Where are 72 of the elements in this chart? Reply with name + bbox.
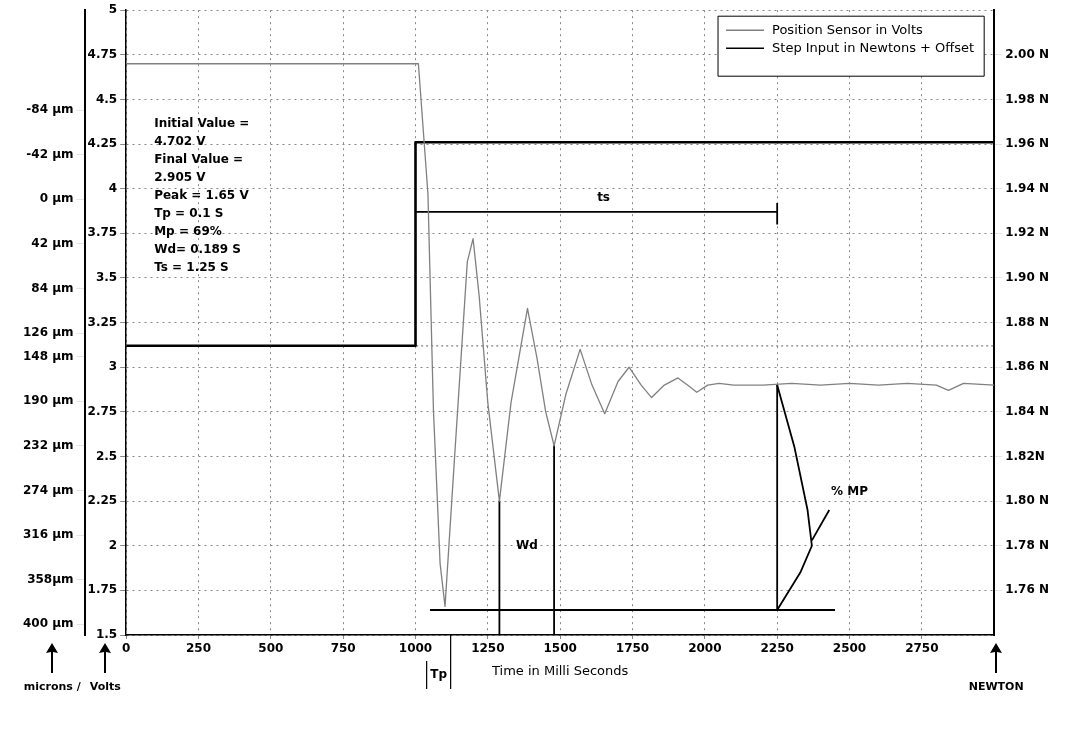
y2-tick-label: 1.90 N bbox=[1005, 270, 1049, 285]
y3-tick-label: 232 µm bbox=[23, 437, 74, 452]
y3-tick-label: 400 µm bbox=[23, 616, 74, 631]
annotation: ts bbox=[597, 189, 611, 204]
y3-tick-label: 0 µm bbox=[39, 191, 74, 206]
y2-tick-label: 2.00 N bbox=[1005, 46, 1049, 61]
y2-tick-label: 1.98 N bbox=[1005, 91, 1049, 106]
annotation: Initial Value = bbox=[154, 115, 250, 130]
annotation: Wd bbox=[515, 537, 538, 552]
y2-axis-title: NEWTON bbox=[968, 679, 1024, 693]
x-tick-label: 1750 bbox=[615, 641, 650, 656]
y2-tick-label: 1.92 N bbox=[1005, 225, 1049, 240]
x-tick-label: 500 bbox=[258, 641, 284, 656]
y-tick-label: 2.5 bbox=[95, 448, 118, 463]
x-tick-label: 2750 bbox=[905, 641, 939, 656]
y2-tick-label: 1.94 N bbox=[1005, 180, 1049, 195]
x-tick-label: 2250 bbox=[760, 641, 794, 656]
y3-tick-label: -42 µm bbox=[26, 146, 74, 161]
y3-tick-label: 190 µm bbox=[23, 393, 74, 408]
y3-tick-label: 42 µm bbox=[31, 236, 74, 251]
x-tick-label: 1000 bbox=[398, 641, 433, 656]
y-tick-label: 3.5 bbox=[95, 270, 118, 285]
y2-tick-label: 1.78 N bbox=[1005, 537, 1049, 552]
y2-tick-label: 1.82N bbox=[1005, 448, 1045, 463]
y2-tick-label: 1.86 N bbox=[1005, 359, 1049, 374]
annotation: Ts = 1.25 S bbox=[154, 259, 229, 274]
x-tick-label: 750 bbox=[330, 641, 356, 656]
annotation: 4.702 V bbox=[154, 133, 207, 148]
y-tick-label: 4 bbox=[108, 180, 118, 195]
x-tick-label: 2000 bbox=[688, 641, 722, 656]
annotation: Wd= 0.189 S bbox=[154, 241, 242, 256]
y2-tick-label: 1.80 N bbox=[1005, 493, 1049, 508]
y3-tick-label: 84 µm bbox=[31, 280, 74, 295]
y3-tick-label: 316 µm bbox=[23, 527, 74, 542]
y-tick-label: 5 bbox=[108, 2, 118, 17]
y2-tick-label: 1.88 N bbox=[1005, 314, 1049, 329]
y3-tick-label: 126 µm bbox=[23, 325, 74, 340]
y-tick-label: 1.5 bbox=[95, 627, 118, 642]
y2-tick-label: 1.84 N bbox=[1005, 403, 1049, 418]
y3-tick-label: 358µm bbox=[27, 571, 74, 586]
y-axis-title: Volts bbox=[89, 679, 122, 693]
y-tick-label: 4.5 bbox=[95, 91, 118, 106]
y-tick-label: 2 bbox=[108, 537, 118, 552]
y-tick-label: 4.75 bbox=[87, 46, 118, 61]
y-tick-label: 3.25 bbox=[87, 314, 118, 329]
text: Tp bbox=[430, 667, 448, 682]
y2-tick-label: 1.76 N bbox=[1005, 582, 1049, 597]
y-tick-label: 4.25 bbox=[87, 136, 118, 151]
y-tick-label: 3 bbox=[108, 359, 118, 374]
y2-tick-label: 1.96 N bbox=[1005, 136, 1049, 151]
annotation: Mp = 69% bbox=[154, 223, 222, 238]
legend-label: Step Input in Newtons + Offset bbox=[772, 39, 975, 55]
annotation: Tp = 0.1 S bbox=[154, 205, 224, 220]
y3-axis-title: microns / bbox=[23, 679, 82, 693]
y-tick-label: 3.75 bbox=[87, 225, 118, 240]
x-tick-label: 1250 bbox=[471, 641, 505, 656]
y-tick-label: 2.25 bbox=[87, 493, 118, 508]
annotation: 2.905 V bbox=[154, 169, 207, 184]
annotation: Final Value = bbox=[154, 151, 244, 166]
y-tick-label: 2.75 bbox=[87, 403, 118, 418]
y3-tick-label: -84 µm bbox=[26, 102, 74, 117]
x-axis-title: Time in Milli Seconds bbox=[491, 662, 629, 678]
annotation: Peak = 1.65 V bbox=[154, 187, 250, 202]
y3-tick-label: 274 µm bbox=[23, 482, 74, 497]
y-tick-label: 1.75 bbox=[87, 582, 118, 597]
x-tick-label: 2500 bbox=[832, 641, 867, 656]
y3-tick-label: 148 µm bbox=[23, 348, 74, 363]
x-tick-label: 1500 bbox=[543, 641, 577, 656]
x-tick-label: 250 bbox=[185, 641, 212, 656]
annotation: % MP bbox=[831, 484, 869, 499]
x-tick-label: 0 bbox=[121, 641, 131, 656]
legend-label: Position Sensor in Volts bbox=[772, 21, 923, 37]
